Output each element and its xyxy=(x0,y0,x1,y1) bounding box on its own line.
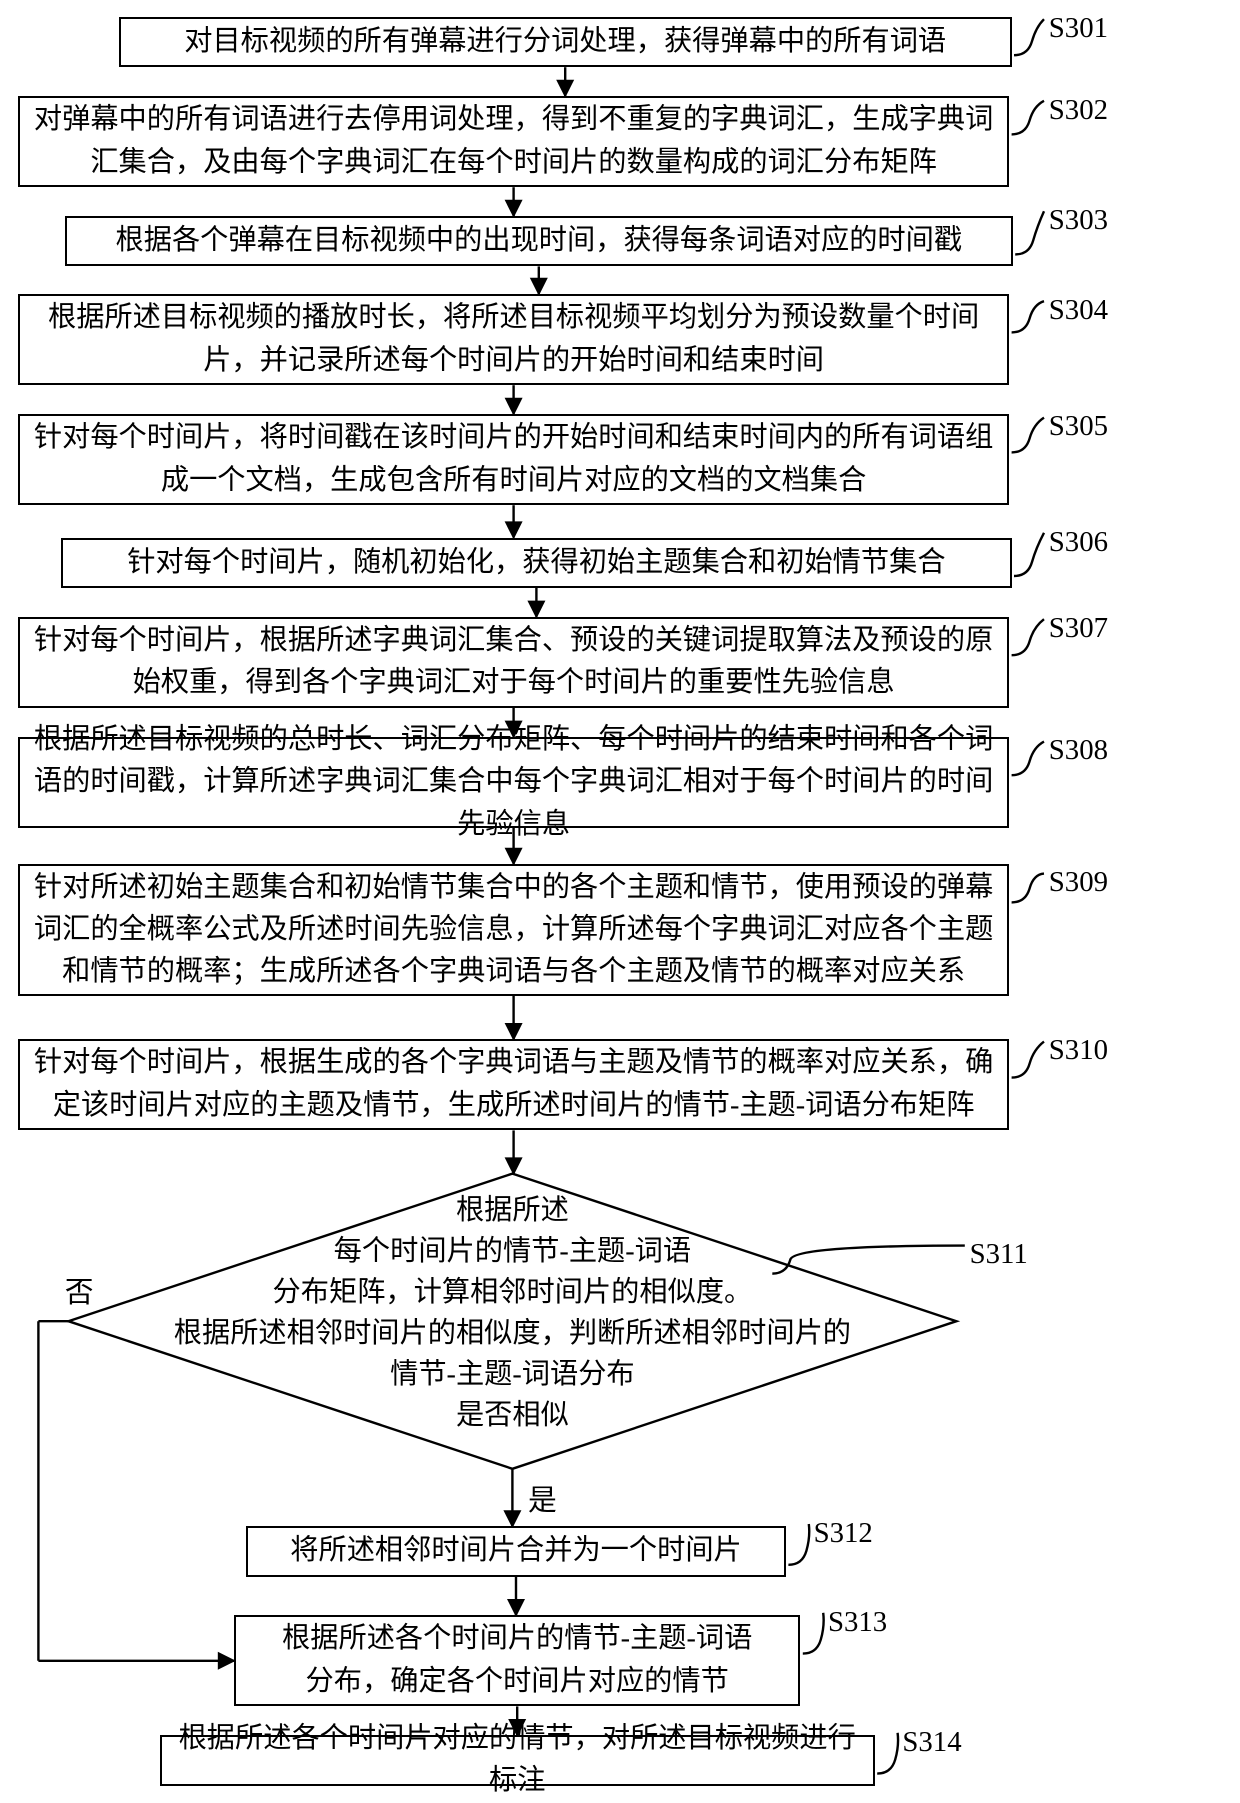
step-label-S314: S314 xyxy=(902,1726,961,1759)
step-text: 根据所述各个时间片对应的情节，对所述目标视频进行标注 xyxy=(172,1718,863,1803)
step-label-S313: S313 xyxy=(828,1606,887,1639)
flow-step-S305: 针对每个时间片，将时间戳在该时间片的开始时间和结束时间内的所有词语组成一个文档，… xyxy=(18,414,1009,505)
flow-step-S313: 根据所述各个时间片的情节-主题-词语分布，确定各个时间片对应的情节 xyxy=(234,1615,800,1706)
step-text: 针对所述初始主题集合和初始情节集合中的各个主题和情节，使用预设的弹幕词汇的全概率… xyxy=(30,867,997,994)
step-label-S304: S304 xyxy=(1049,294,1108,327)
step-text: 针对每个时间片，根据所述字典词汇集合、预设的关键词提取算法及预设的原始权重，得到… xyxy=(30,620,997,705)
flow-step-S308: 根据所述目标视频的总时长、词汇分布矩阵、每个时间片的结束时间和各个词语的时间戳，… xyxy=(18,737,1009,828)
step-text: 将所述相邻时间片合并为一个时间片 xyxy=(290,1530,742,1572)
step-label-S308: S308 xyxy=(1049,734,1108,767)
step-label-S306: S306 xyxy=(1049,526,1108,559)
step-text: 对弹幕中的所有词语进行去停用词处理，得到不重复的字典词汇，生成字典词汇集合，及由… xyxy=(30,99,997,184)
step-label-S303: S303 xyxy=(1049,204,1108,237)
step-label-S301: S301 xyxy=(1049,12,1108,45)
step-label-S312: S312 xyxy=(814,1517,873,1550)
step-text: 根据所述各个时间片的情节-主题-词语分布，确定各个时间片对应的情节 xyxy=(282,1618,752,1703)
flow-step-S303: 根据各个弹幕在目标视频中的出现时间，获得每条词语对应的时间戳 xyxy=(65,216,1013,266)
flow-step-S307: 针对每个时间片，根据所述字典词汇集合、预设的关键词提取算法及预设的原始权重，得到… xyxy=(18,617,1009,708)
flow-step-S314: 根据所述各个时间片对应的情节，对所述目标视频进行标注 xyxy=(160,1735,875,1785)
flow-step-S312: 将所述相邻时间片合并为一个时间片 xyxy=(246,1526,786,1576)
flow-step-S306: 针对每个时间片，随机初始化，获得初始主题集合和初始情节集合 xyxy=(61,538,1011,588)
flow-step-S302: 对弹幕中的所有词语进行去停用词处理，得到不重复的字典词汇，生成字典词汇集合，及由… xyxy=(18,96,1009,187)
flow-step-S310: 针对每个时间片，根据生成的各个字典词语与主题及情节的概率对应关系，确定该时间片对… xyxy=(18,1039,1009,1130)
step-text: 根据各个弹幕在目标视频中的出现时间，获得每条词语对应的时间戳 xyxy=(116,220,963,262)
flow-step-S301: 对目标视频的所有弹幕进行分词处理，获得弹幕中的所有词语 xyxy=(119,17,1012,67)
step-label-S310: S310 xyxy=(1049,1034,1108,1067)
step-text: 针对每个时间片，根据生成的各个字典词语与主题及情节的概率对应关系，确定该时间片对… xyxy=(30,1042,997,1127)
flow-step-S309: 针对所述初始主题集合和初始情节集合中的各个主题和情节，使用预设的弹幕词汇的全概率… xyxy=(18,864,1009,996)
step-label-S302: S302 xyxy=(1049,94,1108,127)
step-label-S309: S309 xyxy=(1049,866,1108,899)
step-text: 根据所述目标视频的播放时长，将所述目标视频平均划分为预设数量个时间片，并记录所述… xyxy=(30,297,997,382)
step-label-S305: S305 xyxy=(1049,410,1108,443)
edge-label-yes: 是 xyxy=(528,1478,557,1519)
step-text: 针对每个时间片，将时间戳在该时间片的开始时间和结束时间内的所有词语组成一个文档，… xyxy=(30,417,997,502)
step-label-S307: S307 xyxy=(1049,612,1108,645)
step-text: 针对每个时间片，随机初始化，获得初始主题集合和初始情节集合 xyxy=(127,542,945,584)
step-label-S311: S311 xyxy=(970,1238,1028,1271)
step-text: 根据所述目标视频的总时长、词汇分布矩阵、每个时间片的结束时间和各个词语的时间戳，… xyxy=(30,719,997,846)
decision-text: 根据所述每个时间片的情节-主题-词语分布矩阵，计算相邻时间片的相似度。根据所述相… xyxy=(91,1191,935,1436)
edge-label-no: 否 xyxy=(65,1270,94,1311)
flow-step-S304: 根据所述目标视频的播放时长，将所述目标视频平均划分为预设数量个时间片，并记录所述… xyxy=(18,294,1009,385)
step-text: 对目标视频的所有弹幕进行分词处理，获得弹幕中的所有词语 xyxy=(184,21,946,63)
